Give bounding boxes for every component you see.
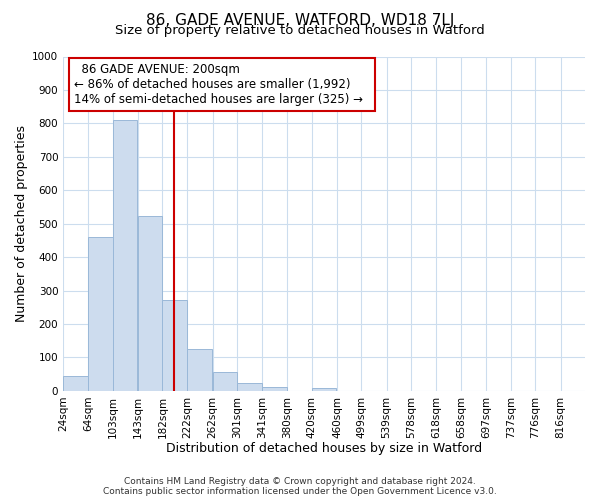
Bar xyxy=(113,120,137,391)
Bar xyxy=(63,376,88,391)
Y-axis label: Number of detached properties: Number of detached properties xyxy=(15,125,28,322)
Bar xyxy=(163,300,187,391)
X-axis label: Distribution of detached houses by size in Watford: Distribution of detached houses by size … xyxy=(166,442,482,455)
Bar xyxy=(187,349,212,391)
Text: 86 GADE AVENUE: 200sqm
← 86% of detached houses are smaller (1,992)
14% of semi-: 86 GADE AVENUE: 200sqm ← 86% of detached… xyxy=(74,63,370,106)
Text: Contains HM Land Registry data © Crown copyright and database right 2024.
Contai: Contains HM Land Registry data © Crown c… xyxy=(103,476,497,496)
Bar xyxy=(138,216,163,391)
Bar xyxy=(262,387,287,391)
Bar xyxy=(88,237,113,391)
Bar xyxy=(312,388,337,391)
Text: 86, GADE AVENUE, WATFORD, WD18 7LJ: 86, GADE AVENUE, WATFORD, WD18 7LJ xyxy=(146,12,454,28)
Text: Size of property relative to detached houses in Watford: Size of property relative to detached ho… xyxy=(115,24,485,37)
Bar xyxy=(212,372,237,391)
Bar xyxy=(237,384,262,391)
